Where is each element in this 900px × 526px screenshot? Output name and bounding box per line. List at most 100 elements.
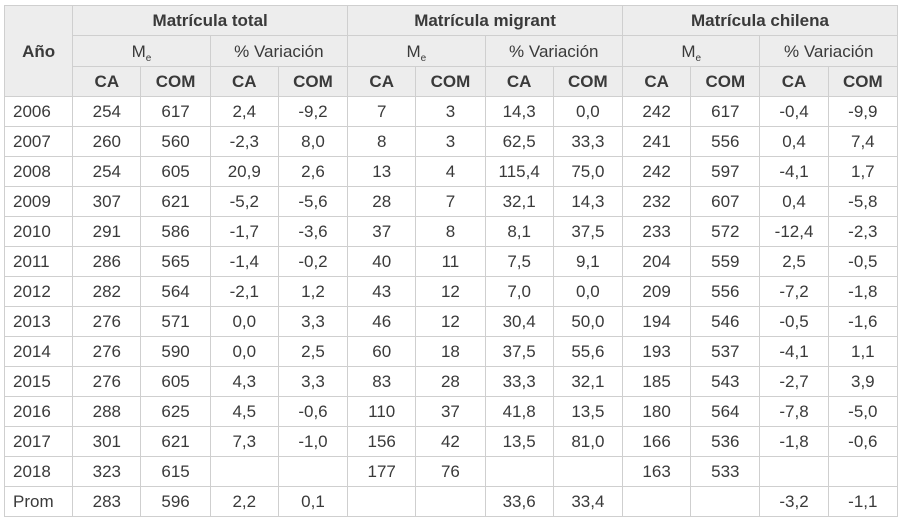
table-cell: 41,8 (484, 396, 554, 427)
table-cell: 254 (72, 96, 142, 127)
table-cell: 572 (690, 216, 761, 247)
year-cell: 2017 (3, 426, 74, 457)
table-cell (484, 456, 554, 487)
table-cell: -0,6 (827, 426, 899, 457)
table-cell: -9,9 (827, 96, 899, 127)
table-cell: 533 (690, 456, 761, 487)
table-cell: 543 (690, 366, 761, 397)
variation-header: % Variación (209, 35, 349, 67)
table-cell: 291 (72, 216, 142, 247)
table-cell: 4 (415, 156, 486, 187)
table-cell: -1,1 (827, 486, 899, 517)
table-cell: -1,8 (759, 426, 829, 457)
table-cell: 50,0 (552, 306, 623, 337)
table-cell: 607 (690, 186, 761, 217)
table-cell: 37,5 (484, 336, 554, 367)
table-cell: -0,5 (759, 306, 829, 337)
table-cell: 30,4 (484, 306, 554, 337)
table-cell: 617 (140, 96, 211, 127)
table-cell: 276 (72, 306, 142, 337)
table-cell: 621 (140, 186, 211, 217)
table-cell (759, 456, 829, 487)
table-row: 2011 286 565 -1,4 -0,2 40 11 7,5 9,1 204 559 2,5 -0,… (3, 246, 899, 277)
table-cell: 3 (415, 96, 486, 127)
table-cell: 4,3 (209, 366, 279, 397)
table-cell: 37 (415, 396, 486, 427)
table-cell: -4,1 (759, 156, 829, 187)
me-subscript: e (420, 52, 427, 64)
table-cell: 9,1 (552, 246, 623, 277)
table-cell: 11 (415, 246, 486, 277)
year-cell: 2010 (3, 216, 74, 247)
table-cell: -5,6 (277, 186, 349, 217)
table-cell: 615 (140, 456, 211, 487)
table-cell: 556 (690, 276, 761, 307)
table-cell: 3,3 (277, 366, 349, 397)
table-cell: 596 (140, 486, 211, 517)
table-cell: 7 (347, 96, 417, 127)
table-cell: 14,3 (484, 96, 554, 127)
table-cell: 18 (415, 336, 486, 367)
year-cell: 2018 (3, 456, 74, 487)
table-cell: 0,1 (277, 486, 349, 517)
table-cell: 46 (347, 306, 417, 337)
table-row: 2009 307 621 -5,2 -5,6 28 7 32,1 14,3 232 607 0,4 -5… (3, 186, 899, 217)
me-header: Me (72, 35, 211, 67)
table-cell: 33,3 (552, 126, 623, 157)
table-cell: 185 (621, 366, 692, 397)
table-cell: 14,3 (552, 186, 623, 217)
table-cell: 75,0 (552, 156, 623, 187)
group-header-migrant: Matrícula migrant (347, 5, 623, 36)
table-cell: 276 (72, 336, 142, 367)
me-subscript: e (695, 52, 702, 64)
table-cell: 560 (140, 126, 211, 157)
table-cell: 597 (690, 156, 761, 187)
year-cell: 2006 (3, 96, 74, 127)
table-row: 2010 291 586 -1,7 -3,6 37 8 8,1 37,5 233 572 -12,4-… (3, 216, 899, 247)
table-cell: 209 (621, 276, 692, 307)
table-cell (621, 486, 692, 517)
column-header: CA (72, 66, 142, 97)
table-cell: -5,8 (827, 186, 899, 217)
table-cell: 3 (415, 126, 486, 157)
table-cell: 571 (140, 306, 211, 337)
table-cell: 7,5 (484, 246, 554, 277)
column-header: COM (827, 66, 899, 97)
me-header: Me (621, 35, 761, 67)
table-cell: 556 (690, 126, 761, 157)
table-cell: -0,5 (827, 246, 899, 277)
table-cell: 0,4 (759, 126, 829, 157)
column-header: CA (484, 66, 554, 97)
table-cell: 301 (72, 426, 142, 457)
table-cell: 2,5 (759, 246, 829, 277)
table-cell: 276 (72, 366, 142, 397)
table-cell: 1,2 (277, 276, 349, 307)
table-cell: -9,2 (277, 96, 349, 127)
table-cell: 605 (140, 366, 211, 397)
table-cell: 1,1 (827, 336, 899, 367)
table-cell (415, 486, 486, 517)
year-cell: Prom (3, 486, 74, 517)
table-cell: 13,5 (552, 396, 623, 427)
table-row: Prom 283 596 2,2 0,1 33,6 33,4 -3,2 -1,1 (3, 486, 899, 517)
table-cell: 323 (72, 456, 142, 487)
variation-header: % Variación (484, 35, 623, 67)
table-cell: 8,0 (277, 126, 349, 157)
table-cell: 32,1 (484, 186, 554, 217)
table-cell: 617 (690, 96, 761, 127)
table-row: 2014 276 590 0,0 2,5 60 18 37,5 55,6 193 537 -4,1 1,… (3, 336, 899, 367)
column-header: CA (621, 66, 692, 97)
table-cell: 7,3 (209, 426, 279, 457)
table-cell: 241 (621, 126, 692, 157)
column-header-row: CA COM CA COM CA COM CA COM CA COM CA COM (5, 66, 899, 97)
table-cell: -7,2 (759, 276, 829, 307)
table-cell: -2,7 (759, 366, 829, 397)
table-cell: 288 (72, 396, 142, 427)
table-cell: 2,6 (277, 156, 349, 187)
column-header: COM (277, 66, 349, 97)
table-cell: 586 (140, 216, 211, 247)
table-cell: 254 (72, 156, 142, 187)
table-cell: 4,5 (209, 396, 279, 427)
table-cell: 0,4 (759, 186, 829, 217)
table-row: 2012 282 564 -2,1 1,2 43 12 7,0 0,0 209 556 -7,2 -1,… (3, 276, 899, 307)
